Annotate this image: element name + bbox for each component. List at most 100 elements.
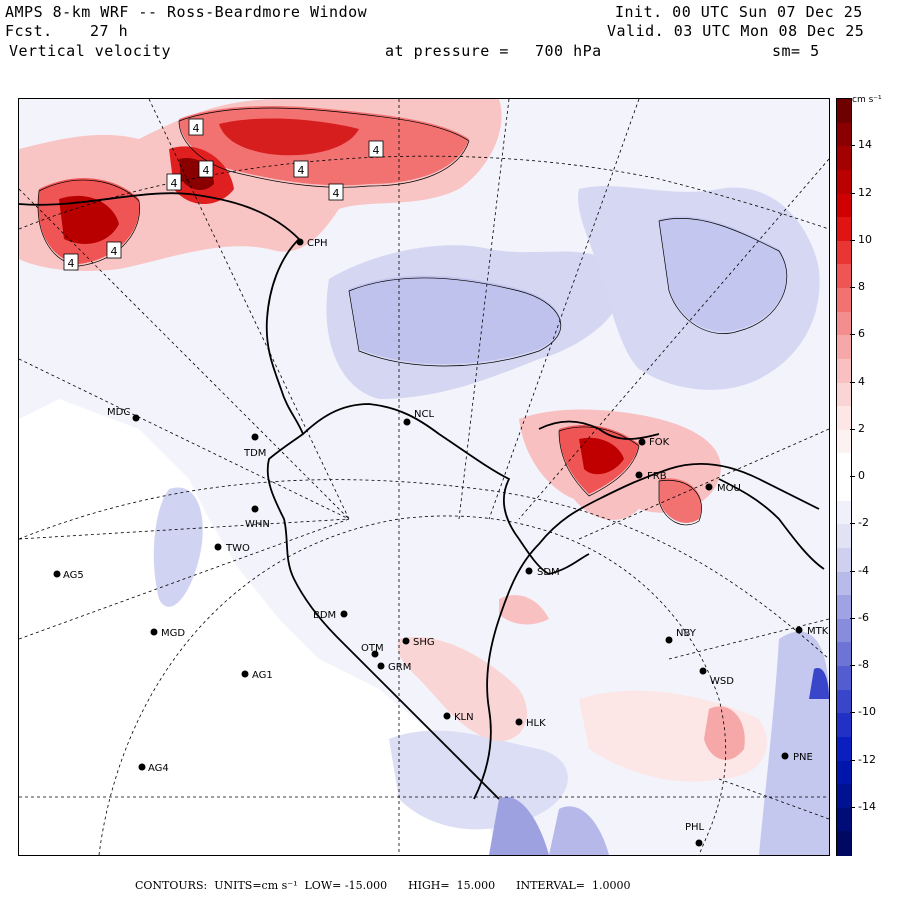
high-label: HIGH=	[408, 879, 450, 892]
colorbar-segment	[837, 146, 851, 171]
station-ag1[interactable]: AG1	[241, 670, 273, 681]
svg-text:AG5: AG5	[63, 570, 84, 581]
colorbar-segment	[837, 500, 851, 525]
colorbar-segment	[837, 311, 851, 336]
svg-text:WHN: WHN	[245, 519, 270, 530]
colorbar-segment	[837, 807, 851, 832]
station-ag4[interactable]: AG4	[138, 763, 169, 774]
contour-label: 4	[63, 253, 79, 271]
station-kln[interactable]: KLN	[443, 712, 474, 723]
station-bdm[interactable]: BDM	[313, 610, 348, 621]
colorbar-segment	[837, 122, 851, 147]
station-mgd[interactable]: MGD	[150, 628, 186, 639]
colorbar-label: 12	[858, 185, 872, 199]
svg-text:TDM: TDM	[243, 448, 266, 459]
svg-text:CPH: CPH	[307, 238, 328, 249]
colorbar-label: -6	[858, 610, 869, 624]
svg-text:4: 4	[68, 257, 75, 270]
svg-text:4: 4	[193, 122, 200, 135]
colorbar-segment	[837, 547, 851, 572]
map-panel[interactable]: 4 4 4 4 4 4 4 4 CPH MDC TDM NCL FOK FRB …	[18, 98, 830, 856]
station-cph[interactable]: CPH	[296, 238, 328, 249]
contour-label: 4	[106, 241, 122, 259]
contours-label: CONTOURS:	[135, 879, 208, 892]
svg-text:MDC: MDC	[107, 407, 130, 418]
colorbar-segment	[837, 571, 851, 596]
svg-text:HLK: HLK	[526, 718, 546, 729]
station-otm[interactable]: OTM	[361, 643, 384, 658]
interval-label: INTERVAL=	[516, 879, 585, 892]
station-mtk[interactable]: MTK	[795, 626, 829, 637]
colorbar	[836, 98, 852, 856]
svg-text:4: 4	[111, 245, 118, 258]
svg-text:FOK: FOK	[649, 437, 670, 448]
station-shg[interactable]: SHG	[402, 637, 435, 648]
svg-text:TWO: TWO	[225, 543, 250, 554]
colorbar-label: -12	[858, 752, 876, 766]
colorbar-segment	[837, 335, 851, 360]
contour-label: 4	[328, 183, 344, 201]
station-frb[interactable]: FRB	[635, 471, 667, 482]
pressure-value: 700 hPa	[535, 42, 602, 60]
svg-text:NCL: NCL	[414, 409, 434, 420]
station-tdm[interactable]: TDM	[243, 433, 266, 460]
svg-text:AG4: AG4	[148, 763, 169, 774]
station-ag5[interactable]: AG5	[53, 570, 84, 581]
svg-text:4: 4	[171, 177, 178, 190]
svg-text:NBY: NBY	[676, 628, 697, 639]
colorbar-tick	[850, 712, 855, 714]
colorbar-tick	[850, 523, 855, 525]
colorbar-segment	[837, 358, 851, 383]
colorbar-segment	[837, 406, 851, 431]
colorbar-label: -10	[858, 705, 876, 719]
contour-label: 4	[368, 140, 384, 158]
contour-info: CONTOURS: UNITS=cm s⁻¹ LOW= -15.000 HIGH…	[135, 879, 630, 892]
station-ncl[interactable]: NCL	[403, 409, 435, 426]
svg-text:AG1: AG1	[252, 670, 273, 681]
forecast-hour: 27 h	[90, 22, 129, 40]
svg-text:GRM: GRM	[388, 662, 411, 673]
colorbar-segment	[837, 736, 851, 761]
contour-label: 4	[188, 118, 204, 136]
colorbar-tick	[850, 145, 855, 147]
station-phl[interactable]: PHL	[685, 822, 705, 847]
svg-text:MOU: MOU	[717, 483, 741, 494]
colorbar-label: -8	[858, 658, 869, 671]
colorbar-segment	[837, 264, 851, 289]
svg-text:MGD: MGD	[161, 628, 185, 639]
colorbar-label: -4	[858, 563, 869, 577]
station-sdm[interactable]: SDM	[525, 567, 560, 578]
colorbar-segment	[837, 713, 851, 738]
svg-text:FRB: FRB	[647, 471, 667, 482]
colorbar-label: 14	[858, 138, 872, 152]
station-pne[interactable]: PNE	[781, 752, 813, 763]
init-time: Init. 00 UTC Sun 07 Dec 25	[615, 3, 863, 21]
station-grm[interactable]: GRM	[377, 662, 412, 673]
colorbar-label: 0	[858, 469, 865, 482]
station-whn[interactable]: WHN	[245, 505, 270, 531]
svg-text:BDM: BDM	[313, 610, 336, 621]
station-mdc[interactable]: MDC	[107, 407, 140, 422]
station-hlk[interactable]: HLK	[515, 718, 547, 729]
station-fok[interactable]: FOK	[638, 437, 670, 448]
colorbar-tick	[850, 570, 855, 572]
colorbar-segment	[837, 524, 851, 549]
colorbar-units: cm s⁻¹	[852, 95, 882, 105]
svg-text:4: 4	[203, 164, 210, 177]
svg-text:4: 4	[298, 164, 305, 177]
colorbar-segment	[837, 642, 851, 667]
colorbar-tick	[850, 759, 855, 761]
station-nby[interactable]: NBY	[665, 628, 697, 644]
colorbar-tick	[850, 381, 855, 383]
colorbar-tick	[850, 476, 855, 477]
colorbar-segment	[837, 595, 851, 620]
station-mou[interactable]: MOU	[705, 483, 741, 494]
svg-text:4: 4	[373, 144, 380, 157]
valid-time: Valid. 03 UTC Mon 08 Dec 25	[607, 22, 865, 40]
colorbar-tick	[850, 665, 855, 666]
station-two[interactable]: TWO	[214, 543, 250, 554]
colorbar-tick	[850, 334, 855, 336]
colorbar-segment	[837, 217, 851, 242]
colorbar-segment	[837, 689, 851, 714]
station-wsd[interactable]: WSD	[699, 667, 735, 688]
